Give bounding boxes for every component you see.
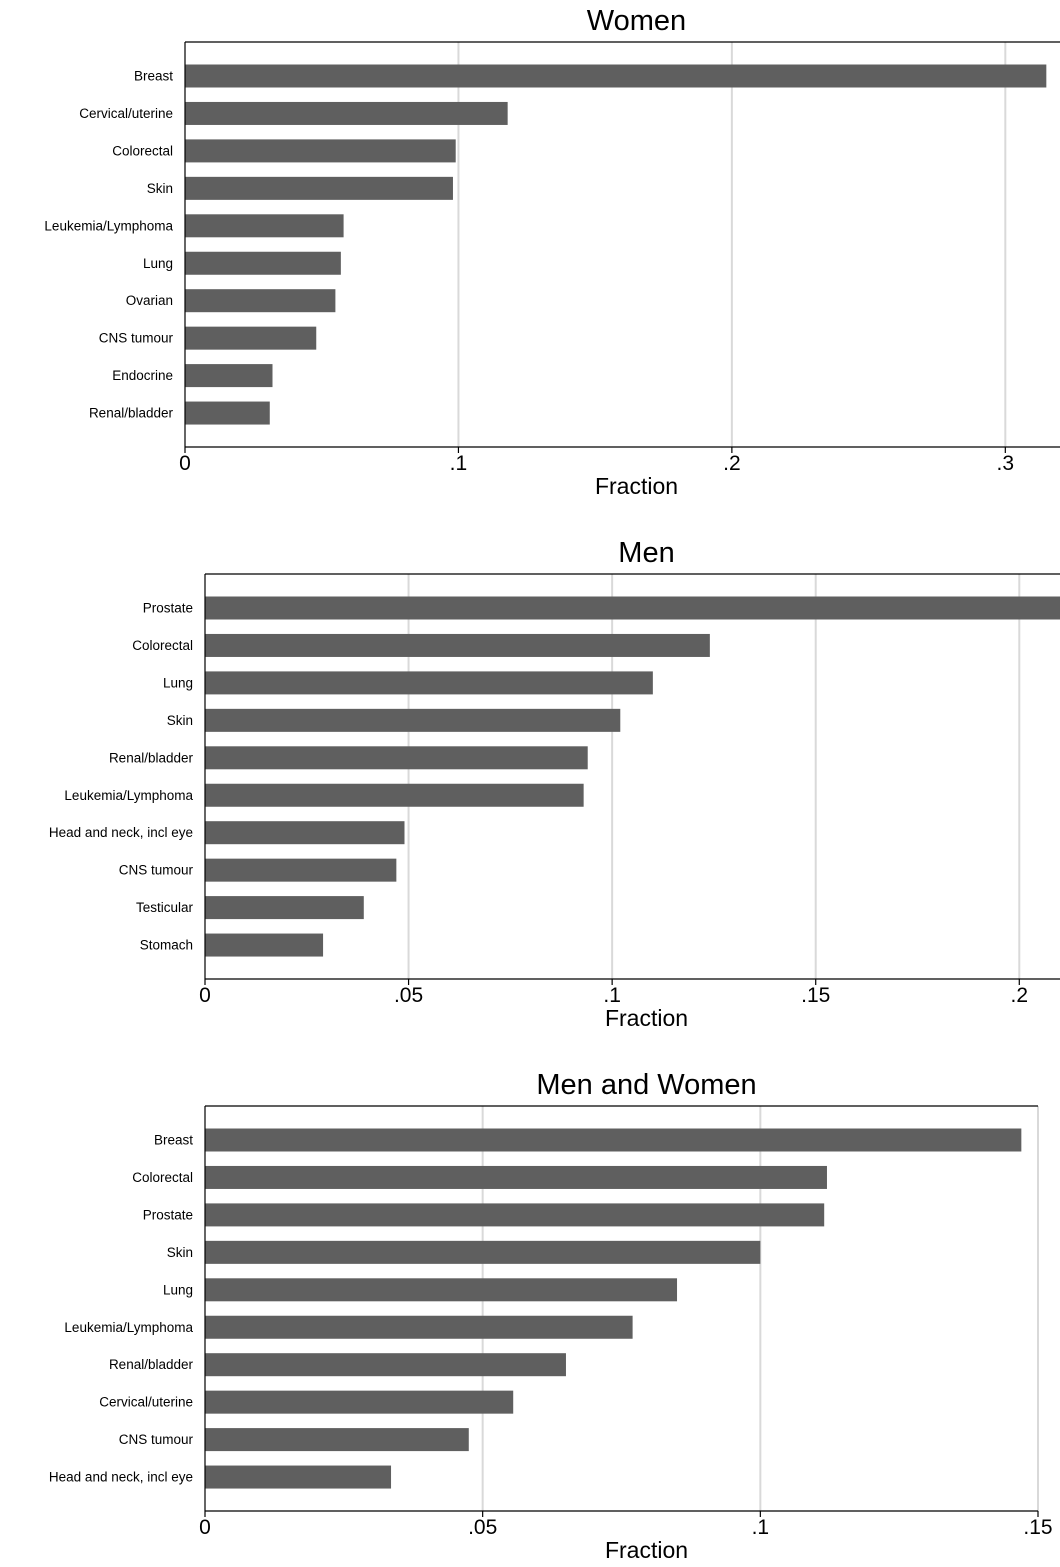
bar — [205, 858, 397, 882]
x-tick-label: .1 — [752, 1516, 770, 1539]
bar — [205, 671, 653, 695]
x-axis-label: Fraction — [595, 473, 678, 499]
bar — [205, 1428, 469, 1452]
category-label: Skin — [167, 1245, 193, 1260]
bar — [205, 1128, 1022, 1152]
category-label: Ovarian — [126, 293, 173, 308]
bar — [185, 139, 456, 163]
chart-panel: Breast Cervical/uterine Colorectal Skin Leuk… — [44, 5, 1060, 499]
category-label: Lung — [163, 1282, 193, 1297]
category-label: Cervical/uterine — [99, 1395, 193, 1410]
x-tick-label: 0 — [179, 452, 191, 475]
x-tick-label: .05 — [394, 984, 423, 1007]
x-tick-label: .15 — [1023, 1516, 1052, 1539]
bar — [185, 289, 336, 313]
category-label: Prostate — [143, 1207, 193, 1222]
category-label: Leukemia/Lymphoma — [64, 1320, 193, 1335]
bar — [205, 1240, 761, 1264]
bar — [205, 1353, 566, 1377]
x-tick-label: .05 — [468, 1516, 497, 1539]
category-label: Skin — [167, 713, 193, 728]
bar — [205, 1165, 827, 1189]
bar — [205, 633, 710, 657]
x-axis-label: Fraction — [605, 1537, 688, 1562]
bar — [205, 746, 588, 770]
category-label: Testicular — [136, 900, 194, 915]
x-tick-label: .2 — [1011, 984, 1029, 1007]
category-label: Breast — [134, 69, 173, 84]
bar — [185, 326, 317, 350]
category-label: Breast — [154, 1133, 193, 1148]
category-label: Lung — [163, 675, 193, 690]
category-label: Leukemia/Lymphoma — [44, 218, 173, 233]
bar — [205, 783, 584, 807]
category-label: Colorectal — [112, 143, 173, 158]
x-tick-label: .3 — [997, 452, 1015, 475]
category-label: Colorectal — [132, 638, 193, 653]
chart-panel: Prostate Colorectal Lung Skin Renal/bladder L… — [49, 537, 1060, 1031]
x-tick-label: .15 — [801, 984, 830, 1007]
category-label: CNS tumour — [99, 331, 174, 346]
bar — [205, 1278, 678, 1302]
x-tick-label: .2 — [723, 452, 741, 475]
bar — [185, 364, 273, 388]
bar — [205, 1390, 514, 1414]
chart-title: Men and Women — [536, 1069, 756, 1101]
category-label: Lung — [143, 256, 173, 271]
category-label: Skin — [147, 181, 173, 196]
bar — [205, 1465, 392, 1489]
category-label: CNS tumour — [119, 863, 194, 878]
bar — [185, 401, 270, 425]
category-label: Endocrine — [112, 368, 173, 383]
bar — [205, 821, 405, 845]
x-tick-label: 0 — [199, 984, 211, 1007]
category-label: Colorectal — [132, 1170, 193, 1185]
bar — [185, 64, 1047, 88]
category-label: Head and neck, incl eye — [49, 1470, 193, 1485]
bar — [205, 596, 1060, 620]
bar — [205, 933, 324, 957]
bar — [205, 1315, 633, 1339]
bar — [185, 176, 453, 200]
chart-title: Men — [618, 537, 674, 569]
x-axis-label: Fraction — [605, 1005, 688, 1031]
category-label: Leukemia/Lymphoma — [64, 788, 193, 803]
x-tick-label: .1 — [603, 984, 621, 1007]
category-label: Renal/bladder — [89, 406, 174, 421]
category-label: CNS tumour — [119, 1432, 194, 1447]
category-label: Renal/bladder — [109, 750, 194, 765]
bar — [185, 101, 508, 125]
bar — [185, 251, 341, 275]
chart-panel: Breast Colorectal Prostate Skin Lung Leukemia… — [49, 1069, 1053, 1563]
bar — [205, 896, 364, 920]
category-label: Head and neck, incl eye — [49, 825, 193, 840]
category-label: Cervical/uterine — [79, 106, 173, 121]
category-label: Stomach — [140, 938, 193, 953]
x-tick-label: 0 — [199, 1516, 211, 1539]
bar — [205, 708, 621, 732]
bar — [205, 1203, 825, 1227]
chart-title: Women — [587, 5, 686, 37]
bar — [185, 214, 344, 238]
category-label: Renal/bladder — [109, 1357, 194, 1372]
category-label: Prostate — [143, 601, 193, 616]
x-tick-label: .1 — [450, 452, 468, 475]
